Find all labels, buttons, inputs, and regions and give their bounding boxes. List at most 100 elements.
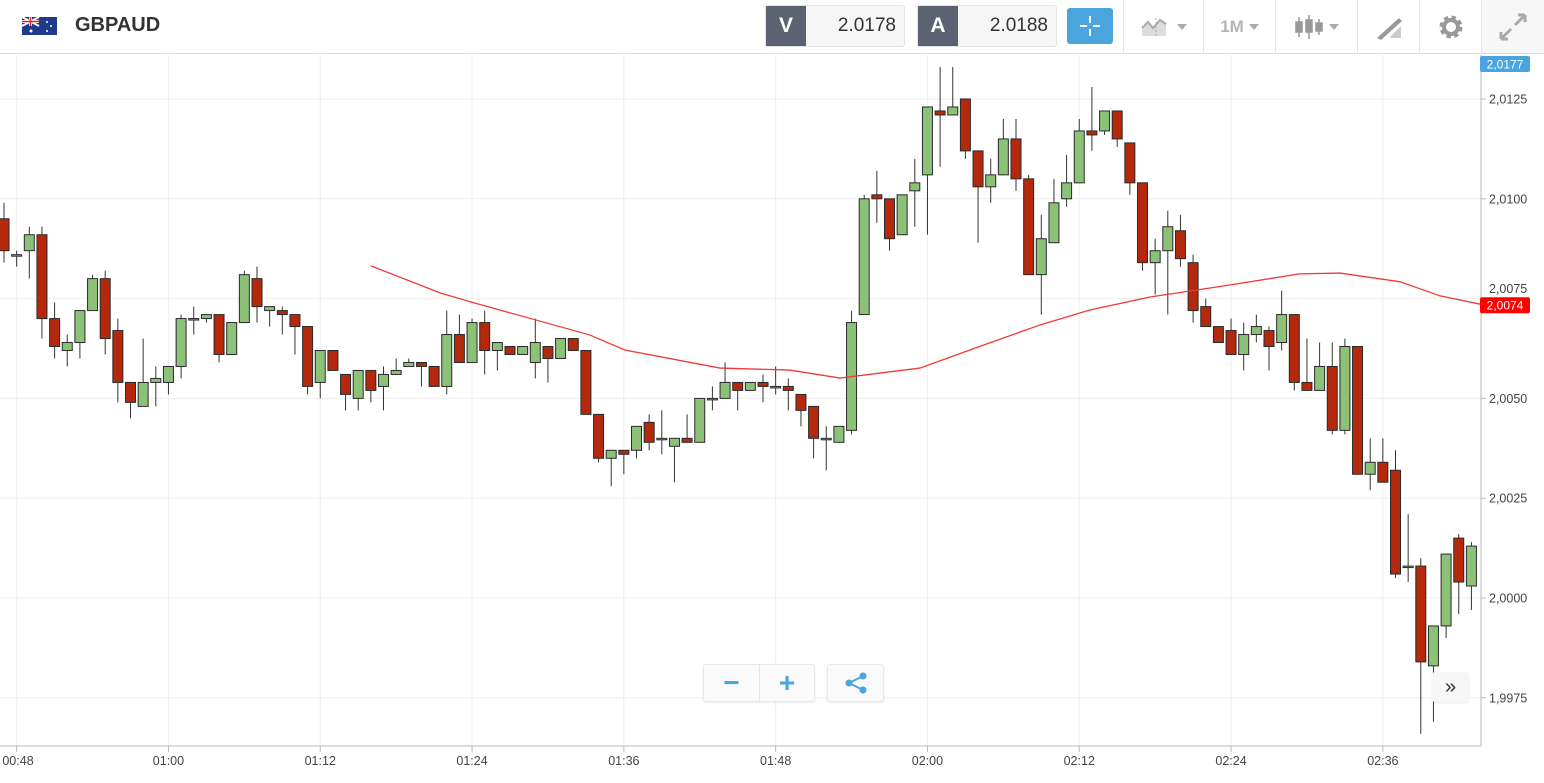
buy-price: 2.0188 bbox=[989, 15, 1048, 36]
candle-up bbox=[378, 366, 389, 411]
candle-body bbox=[188, 318, 200, 321]
candle-body bbox=[1149, 250, 1161, 264]
candle-down bbox=[782, 378, 794, 411]
candle-down bbox=[251, 266, 263, 323]
candle-up bbox=[1276, 290, 1288, 351]
candle-up bbox=[846, 310, 858, 435]
moving-average-line bbox=[370, 265, 1481, 379]
candle-up bbox=[631, 425, 642, 459]
zoom-controls: − + bbox=[703, 664, 815, 702]
candle-body bbox=[23, 234, 35, 252]
candle-down bbox=[808, 405, 820, 459]
candle-down bbox=[479, 310, 491, 375]
candle-up bbox=[744, 381, 756, 391]
candle-up bbox=[668, 437, 680, 483]
candle-body bbox=[1137, 182, 1148, 264]
candle-down bbox=[1212, 326, 1224, 344]
y-tick-label: 2,0000 bbox=[1489, 592, 1527, 606]
candle-body bbox=[466, 322, 478, 363]
x-tick-label: 02:24 bbox=[1215, 754, 1246, 768]
candle-up bbox=[23, 226, 35, 279]
x-tick-label: 01:12 bbox=[305, 754, 336, 768]
buy-price-button[interactable]: A 2.0188 bbox=[917, 5, 1057, 47]
sell-price-button[interactable]: V 2.0178 bbox=[765, 5, 905, 47]
candle-body bbox=[125, 381, 136, 403]
candle-body bbox=[1187, 262, 1199, 312]
current-price-label: 2,0177 bbox=[1487, 58, 1524, 72]
scroll-to-latest-button[interactable]: » bbox=[1432, 672, 1469, 702]
candle-down bbox=[795, 393, 807, 427]
candle-body bbox=[1174, 230, 1186, 260]
candle-down bbox=[453, 314, 465, 363]
fullscreen-button[interactable] bbox=[1481, 0, 1544, 53]
candle-body bbox=[694, 397, 706, 443]
buy-label: A bbox=[918, 6, 958, 46]
candle-up bbox=[1238, 322, 1250, 371]
candle-up bbox=[466, 318, 478, 363]
candle-down bbox=[36, 226, 48, 339]
candle-body bbox=[997, 138, 1009, 176]
settings-button[interactable] bbox=[1419, 0, 1481, 53]
candle-down bbox=[1326, 342, 1338, 435]
crosshair-button[interactable] bbox=[1067, 8, 1113, 44]
chart-type-icon bbox=[1141, 17, 1167, 38]
candle-body bbox=[428, 365, 440, 387]
candle-down bbox=[1124, 142, 1136, 195]
candle-body bbox=[74, 310, 86, 344]
candle-down bbox=[1377, 438, 1389, 483]
share-button[interactable] bbox=[827, 664, 884, 702]
candle-down bbox=[1301, 338, 1313, 391]
candle-body bbox=[909, 182, 921, 192]
share-icon bbox=[845, 672, 866, 694]
chart-type-dropdown[interactable] bbox=[1123, 0, 1203, 53]
candle-up bbox=[947, 67, 959, 116]
candle-body bbox=[1035, 238, 1047, 276]
candle-body bbox=[1238, 334, 1250, 355]
candle-body bbox=[1061, 182, 1073, 200]
y-tick-label: 2,0050 bbox=[1489, 392, 1527, 406]
x-tick-label: 01:24 bbox=[456, 754, 487, 768]
candle-up bbox=[706, 386, 718, 411]
candle-up bbox=[517, 346, 529, 355]
candle-up bbox=[1440, 553, 1452, 638]
zoom-out-button[interactable]: − bbox=[723, 667, 740, 698]
candle-down bbox=[276, 306, 288, 335]
candle-body bbox=[719, 381, 731, 399]
candle-down bbox=[643, 414, 655, 451]
candle-up bbox=[11, 250, 23, 267]
candle-down bbox=[681, 414, 693, 443]
candle-up bbox=[555, 338, 567, 359]
candle-body bbox=[896, 194, 908, 236]
candle-down bbox=[1111, 110, 1123, 147]
candle-down bbox=[871, 170, 883, 223]
candle-up bbox=[238, 270, 250, 324]
grid bbox=[0, 55, 1481, 746]
candle-up bbox=[314, 349, 326, 399]
candle-body bbox=[99, 278, 111, 340]
candle-down bbox=[112, 318, 124, 403]
zoom-in-button[interactable]: + bbox=[759, 665, 814, 701]
candle-down bbox=[504, 346, 516, 355]
candle-body bbox=[542, 346, 554, 359]
candle-up bbox=[1339, 338, 1351, 435]
candle-body bbox=[112, 330, 124, 383]
candle-body bbox=[985, 174, 997, 188]
candle-style-dropdown[interactable] bbox=[1275, 0, 1357, 53]
candle-body bbox=[820, 437, 832, 441]
candle-body bbox=[1377, 461, 1389, 483]
candle-up bbox=[87, 274, 99, 312]
candle-body bbox=[567, 338, 579, 351]
candle-down bbox=[1288, 314, 1300, 391]
candle-body bbox=[1073, 130, 1085, 184]
ma-value-marker: 2,0074 bbox=[1480, 297, 1530, 314]
candle-down bbox=[213, 314, 225, 363]
time-axis[interactable]: 00:48 01:00 01:12 01:24 01:36 01:48 02:00 02:12… bbox=[2, 746, 1399, 768]
drawing-tools-button[interactable] bbox=[1357, 0, 1419, 53]
candle-body bbox=[1326, 365, 1338, 431]
timeframe-dropdown[interactable]: 1M bbox=[1203, 0, 1275, 53]
candle-body bbox=[403, 361, 415, 367]
candle-body bbox=[1111, 110, 1123, 140]
candle-body bbox=[1225, 330, 1237, 355]
price-axis[interactable]: 2,0125 2,0100 2,0075 2,0050 2,0025 2,0000 1,99… bbox=[1481, 93, 1527, 706]
